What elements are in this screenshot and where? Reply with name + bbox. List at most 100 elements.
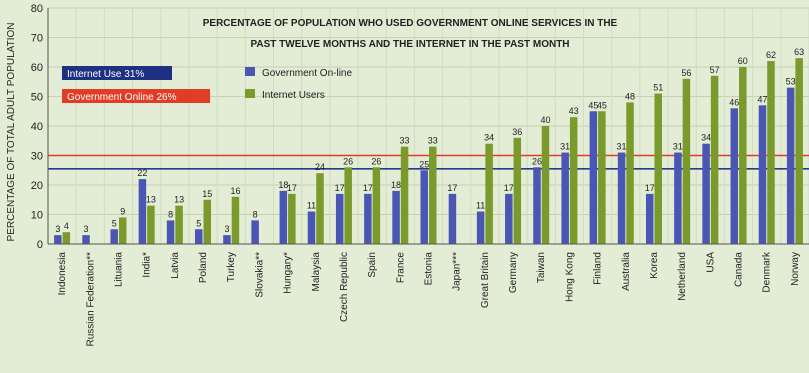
x-tick-label: Taiwan — [536, 252, 547, 283]
government-online-bar — [758, 105, 767, 244]
internet-users-value-label: 16 — [230, 186, 240, 196]
internet-users-bar — [147, 205, 155, 244]
government-online-bar — [82, 235, 90, 244]
x-tick-label: Canada — [734, 252, 745, 287]
government-online-value-label: 46 — [729, 97, 739, 107]
x-tick-label: Netherland — [677, 252, 688, 301]
internet-users-bar — [795, 58, 803, 245]
government-online-value-label: 45 — [588, 100, 598, 110]
government-online-value-label: 18 — [278, 180, 288, 190]
x-tick-label: USA — [705, 252, 716, 273]
internet-users-value-label: 9 — [120, 206, 125, 216]
government-online-value-label: 26 — [532, 156, 542, 166]
internet-users-bar — [569, 117, 578, 244]
internet-users-bar — [400, 146, 409, 244]
government-online-value-label: 3 — [55, 224, 60, 234]
government-online-value-label: 3 — [84, 224, 89, 234]
government-online-bar — [279, 190, 288, 244]
internet-users-bar — [316, 173, 324, 244]
government-online-value-label: 17 — [363, 183, 373, 193]
government-online-value-label: 17 — [645, 183, 655, 193]
y-tick-label: 70 — [31, 33, 43, 45]
internet-users-bar — [485, 143, 493, 244]
axes: 0 10 20 30 40 50 60 70 80 Indonesia Russian Federa… — [31, 3, 809, 347]
internet-users-value-label: 13 — [174, 195, 184, 205]
x-tick-label: Spain — [367, 252, 378, 278]
internet-users-value-label: 43 — [569, 106, 579, 116]
government-online-value-label: 8 — [253, 209, 258, 219]
bars — [54, 58, 803, 245]
government-online-bar — [364, 193, 372, 244]
government-online-bar — [786, 87, 795, 245]
government-online-value-label: 31 — [617, 142, 627, 152]
internet-users-bar — [739, 67, 747, 244]
y-tick-label: 0 — [37, 239, 43, 251]
government-online-bar — [251, 220, 259, 244]
government-online-bar — [54, 235, 62, 244]
internet-users-value-label: 36 — [512, 127, 522, 137]
government-online-badge — [62, 89, 210, 103]
internet-users-value-label: 60 — [738, 56, 748, 66]
internet-users-value-label: 56 — [681, 68, 691, 78]
government-online-value-label: 31 — [560, 142, 570, 152]
x-tick-label: Japan*** — [452, 252, 463, 291]
data-labels: 3 4 35922138135153168181711241726172618332… — [55, 47, 804, 234]
y-tick-label: 40 — [31, 121, 43, 133]
government-online-bar — [617, 152, 626, 244]
y-tick-label: 30 — [31, 151, 43, 163]
internet-users-bar — [710, 75, 719, 244]
government-online-bar — [307, 211, 316, 244]
government-online-bar — [561, 152, 569, 244]
internet-users-bar — [344, 167, 352, 244]
internet-users-value-label: 48 — [625, 91, 635, 101]
government-online-value-label: 17 — [504, 183, 514, 193]
internet-users-bar — [513, 137, 522, 244]
x-tick-label: Australia — [621, 252, 632, 291]
government-online-value-label: 18 — [391, 180, 401, 190]
government-online-value-label: 11 — [476, 201, 485, 211]
chart-title-line2: PAST TWELVE MONTHS AND THE INTERNET IN T… — [250, 39, 569, 50]
reference-badges: Internet Use 31% Government Online 26% — [62, 66, 210, 103]
x-tick-label: Finland — [593, 252, 604, 285]
internet-users-value-label: 45 — [597, 100, 607, 110]
x-tick-label: Russian Federation** — [85, 252, 96, 347]
government-online-value-label: 53 — [786, 77, 796, 87]
x-tick-label: Latvia — [170, 252, 181, 279]
y-tick-label: 50 — [31, 92, 43, 104]
government-online-value-label: 8 — [168, 209, 173, 219]
government-online-bar — [589, 111, 598, 244]
government-online-bar — [505, 193, 513, 244]
government-online-value-label: 11 — [307, 201, 316, 211]
internet-users-value-label: 51 — [653, 83, 663, 93]
government-online-bar — [702, 143, 710, 244]
legend-swatch-government — [245, 67, 255, 76]
internet-users-bar — [767, 61, 775, 244]
internet-users-bar — [682, 78, 691, 244]
government-online-value-label: 3 — [224, 224, 229, 234]
internet-users-bar — [288, 193, 296, 244]
government-online-bar — [476, 211, 485, 244]
x-tick-label: Poland — [198, 252, 209, 283]
internet-users-bar — [118, 217, 127, 244]
legend-label-government: Government On-line — [262, 68, 352, 79]
x-tick-label: Lituania — [113, 252, 124, 287]
legend-label-internet: Internet Users — [262, 90, 325, 101]
government-online-bar — [195, 229, 203, 244]
internet-users-bar — [203, 199, 212, 244]
government-online-value-label: 34 — [701, 133, 711, 143]
government-online-bar — [223, 235, 231, 244]
internet-use-badge-label: Internet Use 31% — [67, 69, 144, 80]
internet-users-bar — [62, 232, 71, 244]
y-axis-label: PERCENTAGE OF TOTAL ADULT POPULATION — [6, 23, 17, 242]
internet-users-value-label: 26 — [343, 156, 353, 166]
internet-users-value-label: 26 — [371, 156, 381, 166]
internet-users-bar — [175, 205, 183, 244]
internet-users-value-label: 63 — [794, 47, 804, 57]
legend-swatch-internet — [245, 89, 255, 98]
x-tick-label: Estonia — [424, 252, 435, 286]
y-tick-label: 80 — [31, 3, 43, 15]
government-online-bar — [448, 193, 457, 244]
internet-users-value-label: 33 — [400, 136, 410, 146]
chart-title-line1: PERCENTAGE OF POPULATION WHO USED GOVERN… — [203, 18, 618, 29]
